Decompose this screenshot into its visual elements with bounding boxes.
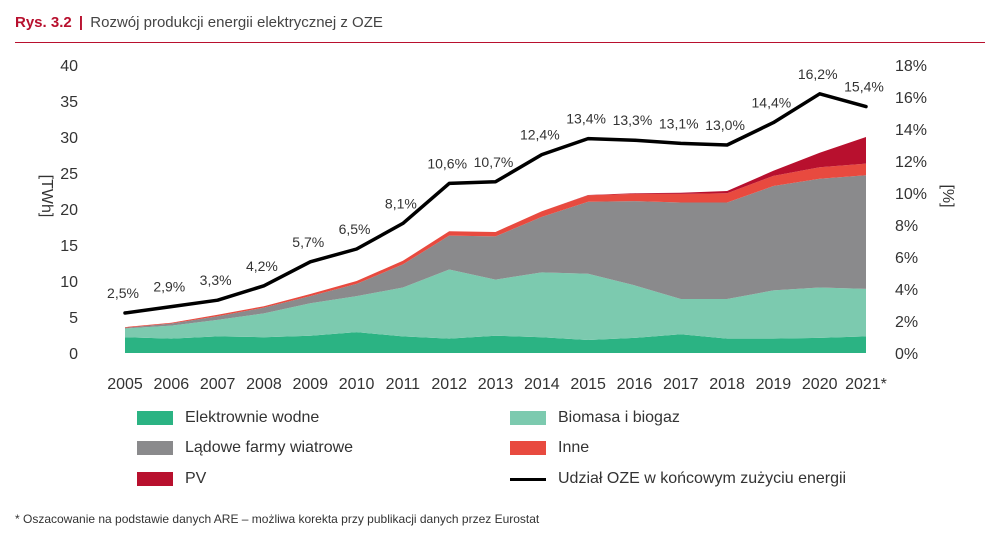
area-biomasa-i-biogaz [125,269,866,340]
y-right-tick-label: 2% [895,314,918,331]
data-label-udzial: 4,2% [246,258,278,274]
x-tick-label: 2018 [709,376,745,393]
y-right-tick-label: 0% [895,346,918,363]
x-tick-label: 2009 [292,376,328,393]
axes: 0 5 10 15 20 25 30 35 40 0% 2% 4% 6% 8% 10% 12% 14% 16% 18… [38,58,956,393]
y-right-tick-label: 12% [895,154,927,171]
legend-swatch-biomasa [510,411,546,425]
y-axis-title: [TWh] [38,175,55,218]
x-tick-label: 2020 [802,376,838,393]
data-label-udzial: 13,4% [566,111,606,127]
figure-number: Rys. 3.2 [15,14,72,31]
legend-label-inne: Inne [558,439,590,456]
data-label-udzial: 13,1% [659,115,699,131]
data-label-udzial: 6,5% [339,221,371,237]
x-tick-label: 2021* [845,376,887,393]
area-elektrownie-wodne [125,332,866,353]
x-tick-label: 2006 [154,376,190,393]
y-tick-label: 30 [60,130,78,147]
data-label-udzial: 2,5% [107,285,139,301]
legend-item-inne: Inne [510,439,589,457]
legend-label-udzial: Udział OZE w końcowym zużyciu energii [558,470,847,487]
y-tick-label: 40 [60,58,78,75]
x-tick-label: 2012 [431,376,467,393]
data-label-udzial: 8,1% [385,195,417,211]
legend-swatch-wodne [137,411,173,425]
x-tick-label: 2019 [756,376,792,393]
legend-swatch-pv [137,472,173,486]
x-tick-label: 2015 [570,376,606,393]
legend-label-wiatrowe: Lądowe farmy wiatrowe [185,439,354,456]
legend-item-pv: PV [137,470,206,488]
y-right-tick-label: 6% [895,250,918,267]
area-inne [125,163,866,328]
y-tick-label: 25 [60,166,78,183]
figure-header: Rys. 3.2 | Rozwój produkcji energii elek… [15,14,383,31]
data-label-udzial: 13,3% [613,112,653,128]
x-tick-label: 2005 [107,376,143,393]
chart-canvas: 2,5% 2,9% 3,3% 4,2% 5,7% 6,5% 8,1% 10,6% 10,7% 12… [38,58,956,393]
y-tick-label: 10 [60,274,78,291]
data-label-udzial: 14,4% [752,95,792,111]
y-tick-label: 20 [60,202,78,219]
x-tick-label: 2010 [339,376,375,393]
x-tick-label: 2007 [200,376,236,393]
y-right-tick-label: 10% [895,186,927,203]
y-right-axis-title: [%] [939,184,956,207]
data-label-udzial: 13,0% [705,117,745,133]
legend-label-wodne: Elektrownie wodne [185,409,320,426]
area-layers [125,137,866,353]
data-label-udzial: 16,2% [798,66,838,82]
series-line-udzial-oze [123,92,868,315]
figure-title: Rozwój produkcji energii elektrycznej z … [90,14,383,31]
legend-label-biomasa: Biomasa i biogaz [558,409,680,426]
legend-swatch-wiatrowe [137,441,173,455]
y-tick-label: 5 [69,310,78,327]
legend-item-biomasa: Biomasa i biogaz [510,409,680,427]
y-right-tick-label: 14% [895,122,927,139]
legend-swatch-udzial [510,477,546,481]
line-layer: 2,5% 2,9% 3,3% 4,2% 5,7% 6,5% 8,1% 10,6% 10,7% 12… [107,66,884,315]
legend-item-wodne: Elektrownie wodne [137,409,319,427]
x-tick-label: 2017 [663,376,699,393]
x-tick-label: 2016 [617,376,653,393]
legend-swatch-inne [510,441,546,455]
data-label-udzial: 5,7% [292,234,324,250]
area-ladowe-farmy-wiatrowe [125,175,866,329]
data-label-udzial: 10,6% [427,155,467,171]
y-right-tick-label: 18% [895,58,927,75]
y-tick-label: 0 [69,346,78,363]
x-tick-label: 2013 [478,376,514,393]
x-tick-label: 2008 [246,376,282,393]
legend-label-pv: PV [185,470,207,487]
y-tick-label: 15 [60,238,78,255]
header-rule [15,42,985,43]
x-tick-label: 2014 [524,376,560,393]
data-label-udzial: 2,9% [153,279,185,295]
y-right-tick-label: 8% [895,218,918,235]
y-right-tick-label: 16% [895,90,927,107]
legend-item-wiatrowe: Lądowe farmy wiatrowe [137,439,353,457]
x-tick-label: 2011 [386,376,421,393]
data-label-udzial: 15,4% [844,79,884,95]
figure-separator: | [78,14,84,31]
y-tick-label: 35 [60,94,78,111]
footnote: * Oszacowanie na podstawie danych ARE – … [15,512,540,526]
data-label-udzial: 12,4% [520,127,560,143]
data-label-udzial: 3,3% [200,272,232,288]
y-right-tick-label: 4% [895,282,918,299]
data-label-udzial: 10,7% [474,154,514,170]
legend-item-udzial: Udział OZE w końcowym zużyciu energii [510,470,846,488]
